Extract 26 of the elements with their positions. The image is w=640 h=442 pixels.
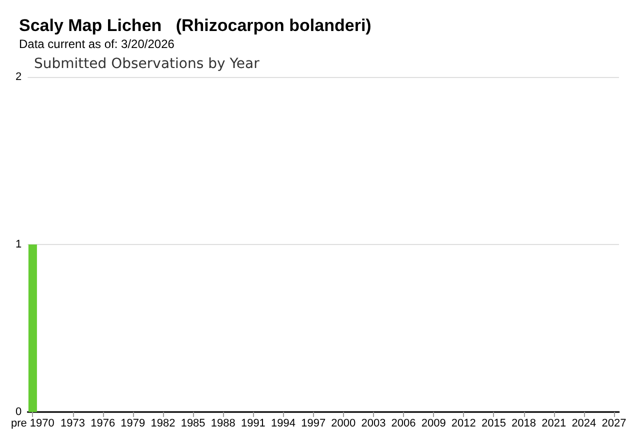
- x-tick-label: 1988: [210, 418, 236, 430]
- x-tick-label: pre 1970: [10, 418, 54, 430]
- x-tick-label: 1976: [90, 418, 116, 430]
- x-tick-label: 2021: [542, 418, 566, 430]
- x-tick-label: 2012: [451, 418, 476, 430]
- text: Submitted Observations by Year: [34, 56, 260, 72]
- x-tick-label: 2027: [602, 418, 626, 430]
- x-tick-label: 2009: [421, 418, 446, 430]
- x-tick-label: 2000: [331, 418, 356, 430]
- x-tick-label: 1979: [120, 418, 146, 430]
- y-tick-label: 1: [16, 238, 22, 250]
- x-tick-label: 2003: [361, 418, 386, 430]
- chart-subtitle: Data current as of: 3/20/2026: [19, 37, 175, 51]
- chart-title: Scaly Map Lichen (Rhizocarpon bolanderi): [19, 16, 372, 35]
- x-tick-label: 2015: [481, 418, 506, 430]
- y-tick-label: 0: [16, 406, 22, 418]
- x-tick-label: 2024: [572, 418, 596, 430]
- y-tick-label: 2: [16, 71, 22, 83]
- x-tick-label: 2006: [391, 418, 416, 430]
- x-tick-label: 1982: [150, 418, 176, 430]
- x-tick-label: 1994: [271, 418, 296, 430]
- x-tick-label: 1991: [240, 418, 266, 430]
- x-tick-label: 1973: [60, 418, 86, 430]
- x-tick-label: 1985: [180, 418, 206, 430]
- x-tick-label: 2018: [512, 418, 536, 430]
- x-tick-label: 1997: [301, 418, 326, 430]
